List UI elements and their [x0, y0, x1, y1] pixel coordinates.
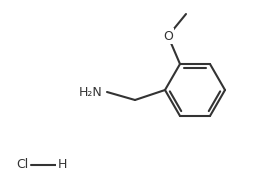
Text: Cl: Cl: [16, 159, 28, 171]
Text: H₂N: H₂N: [78, 85, 102, 98]
Text: O: O: [163, 30, 173, 43]
Text: H: H: [57, 159, 67, 171]
